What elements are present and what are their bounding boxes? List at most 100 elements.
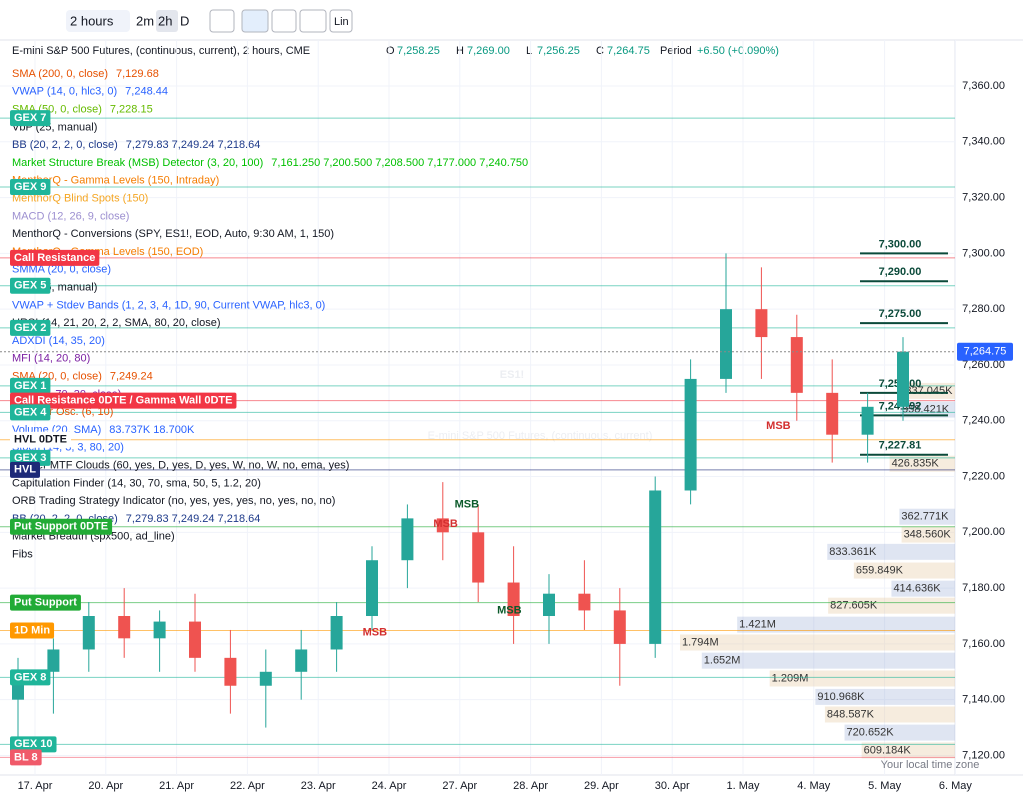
volume-profile-label: 1.794M <box>682 636 719 648</box>
indicator-value: 7,249.24 <box>110 371 153 383</box>
indicator-value: 7,129.68 <box>116 68 159 80</box>
volume-profile-bar <box>844 724 955 741</box>
x-tick-label: 28. Apr <box>513 780 548 792</box>
x-tick-label: 30. Apr <box>655 780 690 792</box>
interval[interactable]: 2 hours <box>70 13 114 28</box>
candle-body <box>295 649 308 672</box>
candle-body <box>259 671 272 686</box>
toolbar-button[interactable]: 2h <box>158 13 172 28</box>
volume-profile-bar <box>828 597 955 614</box>
indicator-name: SMMA (20, 0, close) <box>12 264 111 276</box>
level-tag <box>10 749 42 766</box>
volume-profile-bar <box>900 401 955 418</box>
candle-body <box>189 621 201 658</box>
level-tag <box>10 431 71 448</box>
x-tick-label: 24. Apr <box>372 780 407 792</box>
toolbar-button[interactable]: D <box>180 13 189 28</box>
level-tag <box>10 377 51 394</box>
volume-profile-bar <box>701 652 955 669</box>
msb-label: MSB <box>497 604 522 616</box>
level-tag <box>10 594 81 611</box>
candle-body <box>224 657 237 686</box>
settings-button[interactable] <box>209 9 235 33</box>
volume-profile-bar <box>891 580 955 597</box>
ohlc-key: C <box>596 45 604 57</box>
key-level-label: 7,300.00 <box>879 238 922 250</box>
level-tag-label: GEX 1 <box>14 380 46 392</box>
level-tag-label: GEX 5 <box>14 280 46 292</box>
level-tag-label: Put Support 0DTE <box>14 521 108 533</box>
ohlc-key: O <box>386 45 395 57</box>
ohlc-value: 7,264.75 <box>607 45 650 57</box>
level-tag-label: Call Resistance 0DTE / Gamma Wall 0DTE <box>14 395 232 407</box>
indicator-name: URSI (14, 21, 20, 2, 2, SMA, 80, 20, clo… <box>12 317 221 329</box>
y-tick-label: 7,260.00 <box>962 359 1005 371</box>
level-tag <box>10 669 51 686</box>
indicator-name: VWAP (14, 0, hlc3, 0) <box>12 86 117 98</box>
interval-select[interactable] <box>66 10 130 32</box>
toolbar-button[interactable]: 2m <box>136 13 154 28</box>
y-tick-label: 7,340.00 <box>962 136 1005 148</box>
level-tag-label: Put Support <box>14 597 77 609</box>
volume-profile-bar <box>827 543 955 560</box>
volume-profile-bar <box>903 382 955 399</box>
level-tag-label: 1D Min <box>14 624 50 636</box>
chart-title: E-mini S&P 500 Futures, (continuous, cur… <box>12 45 310 57</box>
x-tick-label: 29. Apr <box>584 780 619 792</box>
y-tick-label: 7,180.00 <box>962 582 1005 594</box>
y-tick-label: 7,320.00 <box>962 192 1005 204</box>
indicator-name: ORB Trading Strategy Indicator (no, yes,… <box>12 495 335 507</box>
volume-profile-label: 1.421M <box>739 619 776 631</box>
scale-button[interactable] <box>329 9 353 33</box>
ohlc-key: L <box>526 45 532 57</box>
volume-profile-bar <box>899 508 955 525</box>
candle-body <box>330 616 343 650</box>
candle-body <box>472 532 485 583</box>
volume-profile-label: 348.560K <box>904 528 952 540</box>
volume-profile-label: 426.835K <box>892 458 940 470</box>
volume-profile-label: 848.587K <box>827 708 875 720</box>
period-label: Period <box>660 45 692 57</box>
x-tick-label: 1. May <box>726 780 760 792</box>
candle-body <box>436 518 449 533</box>
y-tick-label: 7,300.00 <box>962 247 1005 259</box>
candle-body <box>649 490 662 644</box>
level-tag-label: BL 8 <box>14 751 38 763</box>
volume-profile-label: 1.652M <box>704 655 741 667</box>
indicator-value: 7,248.44 <box>125 86 168 98</box>
y-tick-label: 7,120.00 <box>962 749 1005 761</box>
candle-body <box>118 616 131 639</box>
key-level-label: 7,290.00 <box>879 266 922 278</box>
indicator-name: Market Structure Break (MSB) Detector (3… <box>12 157 263 169</box>
level-tag-label: GEX 3 <box>14 452 46 464</box>
last-price-tag <box>957 342 1013 361</box>
indicator-name: Fibs <box>12 549 33 561</box>
indicator-name: BB (20, 2, 2, 0, close) <box>12 139 118 151</box>
candle-body <box>861 406 874 435</box>
indicator-value: 7,279.83 7,249.24 7,218.64 <box>126 513 261 525</box>
timezone: Your local time zone <box>881 759 980 771</box>
candle-body <box>755 309 768 338</box>
y-tick-label: 7,280.00 <box>962 303 1005 315</box>
candle-body <box>613 610 626 644</box>
scale-label[interactable]: Lin <box>334 16 349 28</box>
level-tag <box>10 110 51 127</box>
crosshair-button[interactable] <box>299 9 327 33</box>
replay-button[interactable] <box>271 9 297 33</box>
candle-body <box>684 378 697 491</box>
volume-profile-bar <box>824 706 955 723</box>
x-tick-label: 17. Apr <box>18 780 53 792</box>
volume-profile-label: 720.652K <box>847 727 895 739</box>
candle-body <box>578 593 591 611</box>
indicator-name: VWAP + Stdev Bands (1, 2, 3, 4, 1D, 90, … <box>12 299 325 311</box>
indicator-button[interactable] <box>241 9 269 33</box>
indicator-name: MACD (12, 26, 9, close) <box>12 210 129 222</box>
level-tag-label: Call Resistance <box>14 252 95 264</box>
y-tick-label: 7,220.00 <box>962 470 1005 482</box>
level-tag-label: GEX 10 <box>14 738 53 750</box>
indicator-value: 7,279.83 7,249.24 7,218.64 <box>126 139 261 151</box>
y-tick-label: 7,140.00 <box>962 694 1005 706</box>
msb-label: MSB <box>363 627 388 639</box>
ohlc-value: 7,258.25 <box>397 45 440 57</box>
